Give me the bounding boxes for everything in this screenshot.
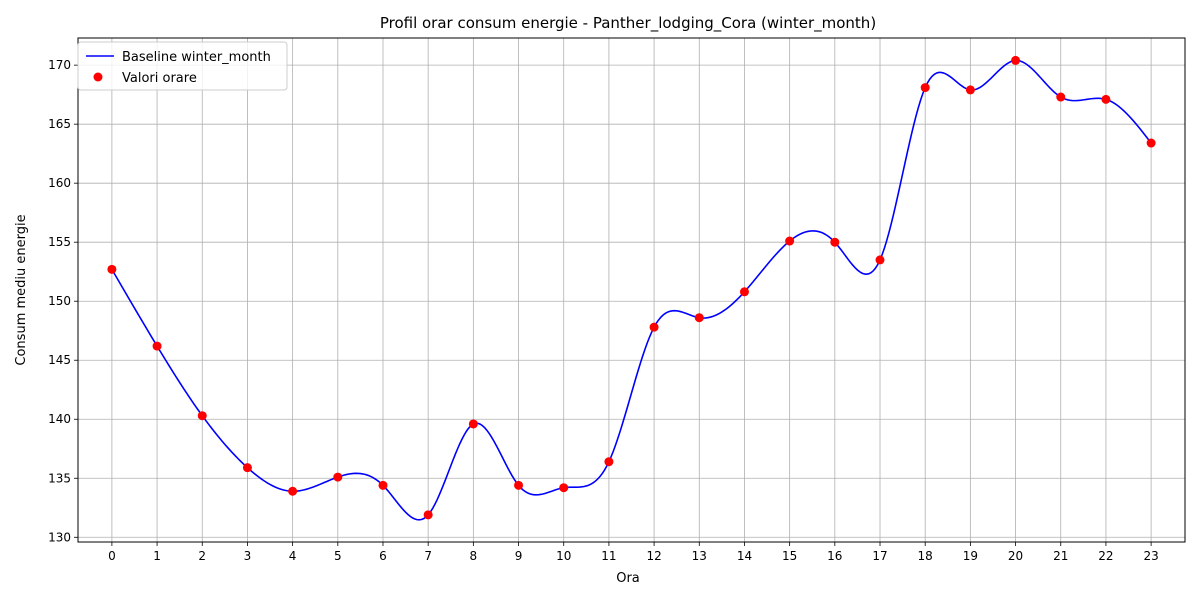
y-tick-label: 160 (48, 176, 71, 190)
data-point (739, 287, 749, 297)
data-point (468, 419, 478, 429)
data-point (875, 255, 885, 265)
data-point (920, 83, 930, 93)
x-tick-label: 22 (1098, 549, 1113, 563)
data-point (649, 322, 659, 332)
data-point (559, 483, 569, 493)
x-tick-label: 7 (424, 549, 432, 563)
data-point (242, 463, 252, 473)
data-point (288, 486, 298, 496)
y-tick-label: 130 (48, 530, 71, 544)
data-point (107, 264, 117, 274)
x-tick-label: 6 (379, 549, 387, 563)
data-point (423, 510, 433, 520)
x-tick-label: 23 (1143, 549, 1158, 563)
y-tick-label: 140 (48, 412, 71, 426)
legend-box (77, 41, 288, 91)
x-tick-label: 11 (601, 549, 616, 563)
x-tick-label: 10 (556, 549, 571, 563)
data-point (378, 480, 388, 490)
data-point (694, 313, 704, 323)
y-axis-ticks: 130 135 140 145 150 155 160 165 170 (48, 58, 78, 544)
y-tick-label: 165 (48, 117, 71, 131)
x-tick-label: 17 (872, 549, 887, 563)
x-tick-label: 15 (782, 549, 797, 563)
legend: Baseline winter_month Valori orare (77, 41, 288, 91)
legend-label-hourly: Valori orare (122, 71, 197, 86)
data-point (152, 341, 162, 351)
x-axis-ticks: 0 1 2 3 4 5 6 7 8 9 10 11 12 13 14 15 16 17 18 19 20 21 22 23 (108, 542, 1159, 563)
data-point (514, 480, 524, 490)
x-tick-label: 4 (289, 549, 297, 563)
x-tick-label: 0 (108, 549, 116, 563)
data-point (604, 457, 614, 467)
x-tick-label: 5 (334, 549, 342, 563)
series-line-baseline (111, 59, 1152, 521)
chart-title: Profil orar consum energie - Panther_lod… (380, 14, 876, 33)
grid (78, 38, 1185, 542)
x-tick-label: 3 (244, 549, 252, 563)
x-tick-label: 20 (1008, 549, 1023, 563)
data-point (1101, 94, 1111, 104)
data-point (830, 237, 840, 247)
x-axis-label: Ora (616, 571, 640, 586)
data-point (197, 411, 207, 421)
y-tick-label: 170 (48, 58, 71, 72)
x-tick-label: 2 (198, 549, 206, 563)
y-tick-label: 145 (48, 353, 71, 367)
x-tick-label: 18 (918, 549, 933, 563)
x-tick-label: 1 (153, 549, 161, 563)
x-tick-label: 13 (692, 549, 707, 563)
legend-label-baseline: Baseline winter_month (122, 50, 271, 65)
y-tick-label: 135 (48, 471, 71, 485)
data-point (1011, 55, 1021, 65)
data-point (1146, 138, 1156, 148)
data-point (1056, 92, 1066, 102)
x-tick-label: 19 (963, 549, 978, 563)
series-layer (107, 55, 1156, 521)
x-tick-label: 12 (646, 549, 661, 563)
data-point (965, 85, 975, 95)
x-tick-label: 14 (737, 549, 752, 563)
x-tick-label: 8 (470, 549, 478, 563)
x-tick-label: 9 (515, 549, 523, 563)
y-tick-label: 150 (48, 294, 71, 308)
data-point (333, 472, 343, 482)
x-tick-label: 16 (827, 549, 842, 563)
legend-marker-swatch (93, 72, 103, 82)
y-axis-label: Consum mediu energie (14, 214, 29, 365)
x-tick-label: 21 (1053, 549, 1068, 563)
data-point (785, 236, 795, 246)
y-tick-label: 155 (48, 235, 71, 249)
plot-frame (77, 37, 1186, 543)
